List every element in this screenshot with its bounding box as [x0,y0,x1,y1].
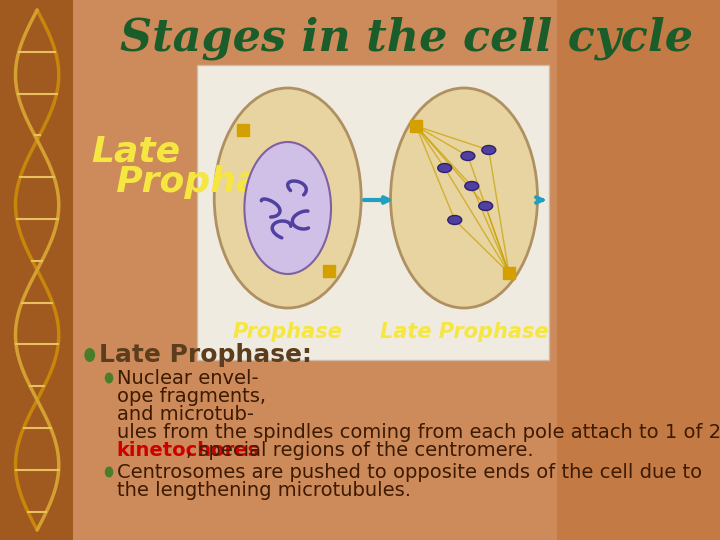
Ellipse shape [482,145,496,154]
Ellipse shape [244,142,331,274]
Text: Prophase: Prophase [91,165,307,199]
FancyBboxPatch shape [73,0,557,540]
Ellipse shape [448,215,462,225]
Text: ules from the spindles coming from each pole attach to 1 of 2: ules from the spindles coming from each … [117,422,720,442]
Text: the lengthening microtubules.: the lengthening microtubules. [117,481,411,500]
FancyBboxPatch shape [197,65,549,360]
Text: Late Prophase:: Late Prophase: [99,343,312,367]
Ellipse shape [461,152,475,160]
Text: Late: Late [91,135,181,169]
Text: , special regions of the centromere.: , special regions of the centromere. [186,441,534,460]
Text: Late Prophase: Late Prophase [379,322,549,342]
Ellipse shape [84,348,95,362]
Text: Prophase: Prophase [233,322,343,342]
Ellipse shape [479,201,492,211]
Text: kinetochores: kinetochores [117,441,260,460]
Ellipse shape [105,467,113,477]
Text: Nuclear envel-: Nuclear envel- [117,368,258,388]
Ellipse shape [215,88,361,308]
Ellipse shape [465,181,479,191]
Text: and microtub-: and microtub- [117,404,253,423]
FancyBboxPatch shape [0,0,73,540]
Text: Centrosomes are pushed to opposite ends of the cell due to: Centrosomes are pushed to opposite ends … [117,462,702,482]
Ellipse shape [390,88,538,308]
Text: Stages in the cell cycle: Stages in the cell cycle [120,16,693,60]
Ellipse shape [105,373,113,383]
Ellipse shape [438,164,451,172]
Text: ope fragments,: ope fragments, [117,387,266,406]
